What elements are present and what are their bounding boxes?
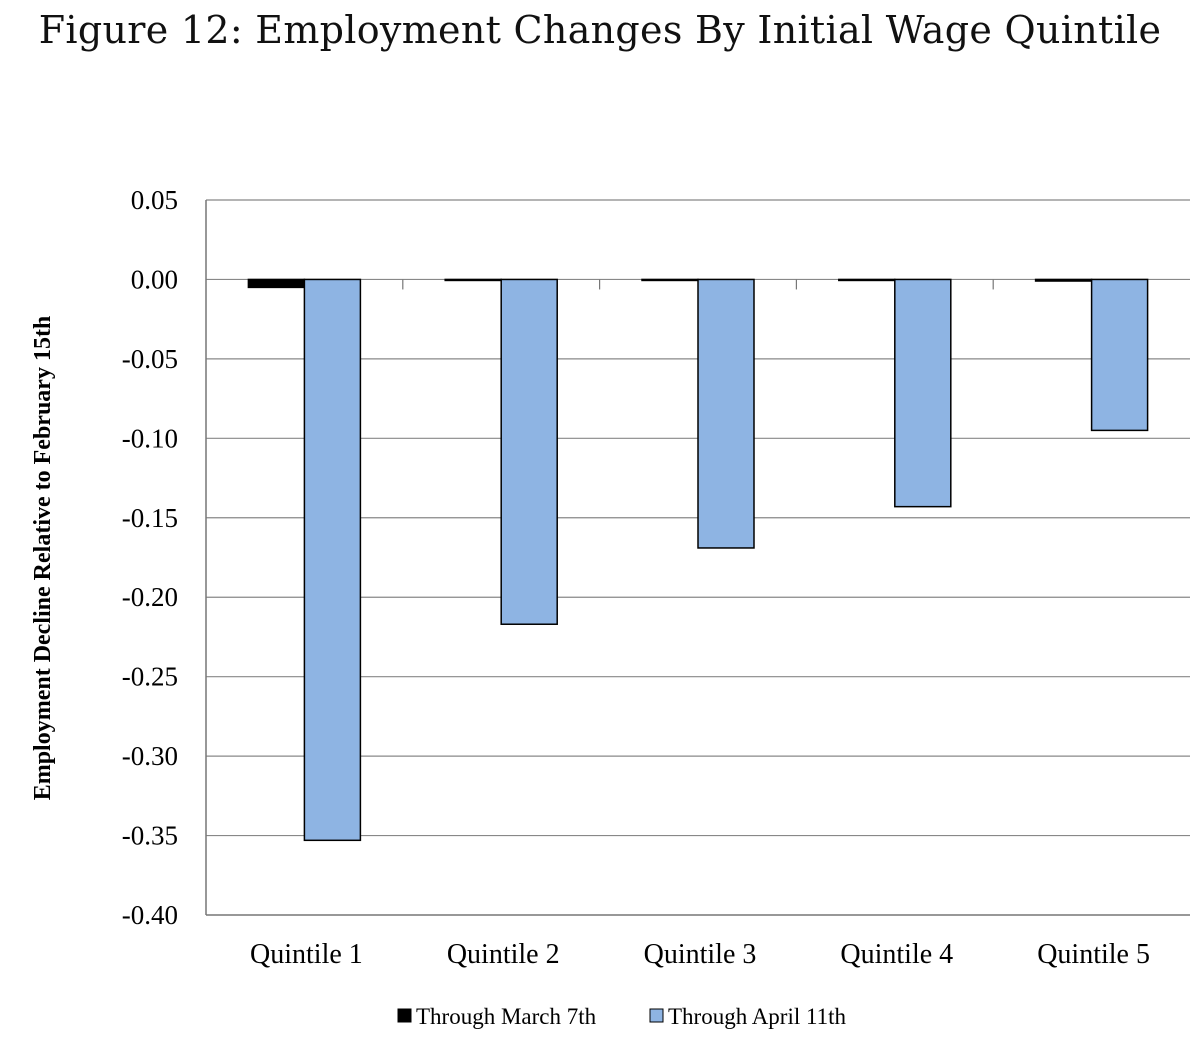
bar-2-quintile-1 bbox=[303, 278, 362, 842]
x-category-label: Quintile 1 bbox=[250, 939, 363, 970]
legend-label-2: Through April 11th bbox=[668, 1004, 847, 1029]
legend-swatch-2 bbox=[649, 1008, 664, 1023]
x-category-label: Quintile 3 bbox=[644, 939, 757, 970]
axes bbox=[205, 200, 1190, 916]
bar-2-quintile-2 bbox=[500, 278, 558, 625]
y-tick-label: -0.15 bbox=[122, 503, 178, 533]
bar-2-quintile-5 bbox=[1090, 278, 1149, 432]
y-tick-label: -0.35 bbox=[122, 821, 178, 851]
bar-2-quintile-4 bbox=[894, 278, 952, 508]
y-tick-label: -0.20 bbox=[122, 582, 178, 612]
legend-label-1: Through March 7th bbox=[416, 1004, 597, 1029]
x-category-label: Quintile 2 bbox=[447, 939, 560, 970]
bar-1-quintile-3 bbox=[641, 278, 699, 282]
y-tick-label: -0.40 bbox=[122, 900, 178, 930]
y-tick-label: 0.05 bbox=[131, 185, 178, 215]
bar-1-quintile-1 bbox=[247, 278, 306, 289]
x-category-label: Quintile 5 bbox=[1037, 939, 1150, 970]
x-category-label: Quintile 4 bbox=[840, 939, 953, 970]
bars bbox=[247, 278, 1149, 842]
legend-swatch-1 bbox=[397, 1008, 412, 1023]
legend: Through March 7th Through April 11th bbox=[397, 1004, 847, 1029]
y-tick-label: -0.05 bbox=[122, 344, 178, 374]
y-tick-label: 0.00 bbox=[131, 264, 178, 294]
bar-1-quintile-2 bbox=[444, 278, 502, 282]
figure-title: Figure 12: Employment Changes By Initial… bbox=[38, 8, 1162, 52]
y-tick-label: -0.10 bbox=[122, 423, 178, 453]
y-tick-label: -0.30 bbox=[122, 741, 178, 771]
bar-1-quintile-5 bbox=[1034, 278, 1093, 282]
bar-1-quintile-4 bbox=[838, 278, 896, 282]
bar-2-quintile-3 bbox=[697, 278, 755, 549]
y-tick-label: -0.25 bbox=[122, 662, 178, 692]
y-axis-title: Employment Decline Relative to February … bbox=[30, 316, 56, 801]
tick-labels: 0.05 0.00 -0.05 -0.10 -0.15 -0.20 -0.25 -0.30 -0… bbox=[122, 185, 1150, 970]
